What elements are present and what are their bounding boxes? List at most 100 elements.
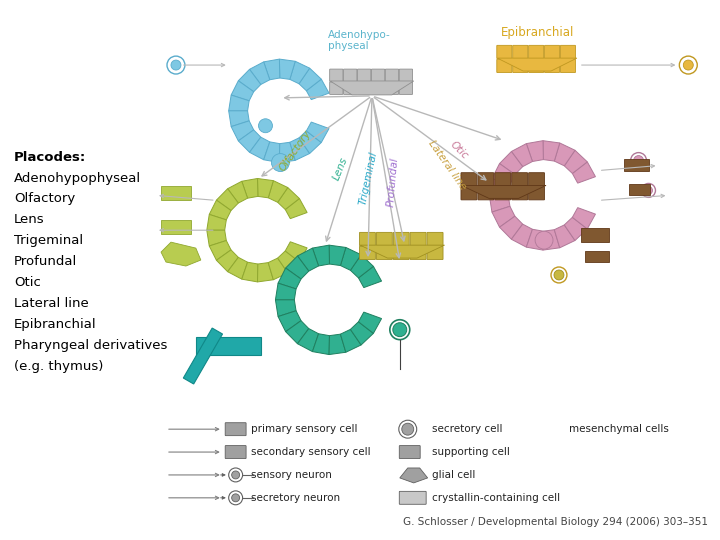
FancyBboxPatch shape [385,69,399,82]
Text: Olfactory: Olfactory [278,128,313,173]
FancyBboxPatch shape [461,173,477,186]
Circle shape [634,156,644,166]
Text: (e.g. thymus): (e.g. thymus) [14,360,103,373]
Polygon shape [312,334,330,355]
Text: sensory neuron: sensory neuron [251,470,331,480]
Polygon shape [279,142,295,163]
FancyBboxPatch shape [560,45,575,59]
Polygon shape [329,334,346,355]
FancyBboxPatch shape [585,251,608,262]
Circle shape [171,60,181,70]
FancyBboxPatch shape [330,69,343,82]
Polygon shape [526,141,544,161]
Circle shape [683,60,693,70]
Polygon shape [307,79,329,99]
Text: mesenchymal cells: mesenchymal cells [569,424,669,434]
Text: supporting cell: supporting cell [431,447,510,457]
FancyBboxPatch shape [400,82,413,94]
FancyBboxPatch shape [478,173,494,186]
FancyBboxPatch shape [528,45,544,59]
Text: Otic: Otic [14,276,40,289]
Polygon shape [228,258,248,279]
Circle shape [232,471,240,479]
Text: Trigeminal: Trigeminal [357,151,379,206]
Circle shape [393,323,407,336]
Polygon shape [572,162,595,183]
Circle shape [554,270,564,280]
Text: Lens: Lens [331,156,349,181]
FancyBboxPatch shape [400,69,413,82]
Polygon shape [290,138,310,160]
Text: Adenohypophyseal: Adenohypophyseal [14,172,141,185]
Polygon shape [312,245,330,266]
FancyBboxPatch shape [478,187,494,200]
Text: Trigeminal: Trigeminal [14,234,83,247]
Polygon shape [228,181,248,203]
FancyBboxPatch shape [624,159,649,171]
Polygon shape [299,68,321,91]
Polygon shape [264,142,280,163]
Polygon shape [210,200,231,220]
Circle shape [271,153,289,172]
Text: Placodes:: Placodes: [14,151,86,164]
Polygon shape [278,268,301,289]
Polygon shape [290,61,310,84]
Text: secretory neuron: secretory neuron [251,493,340,503]
Polygon shape [572,208,595,229]
Polygon shape [490,179,510,195]
Polygon shape [492,206,515,227]
Polygon shape [351,255,374,278]
FancyBboxPatch shape [393,232,409,246]
Polygon shape [329,245,346,266]
FancyBboxPatch shape [513,45,528,59]
FancyBboxPatch shape [528,173,544,186]
Polygon shape [242,262,258,282]
Text: secondary sensory cell: secondary sensory cell [251,447,370,457]
FancyBboxPatch shape [377,232,392,246]
Polygon shape [341,247,361,271]
Polygon shape [554,143,575,166]
Polygon shape [278,311,301,332]
FancyBboxPatch shape [343,69,357,82]
FancyBboxPatch shape [528,187,544,200]
Polygon shape [238,69,261,92]
FancyBboxPatch shape [400,446,420,458]
FancyBboxPatch shape [512,187,528,200]
Text: glial cell: glial cell [431,470,475,480]
Polygon shape [490,195,510,212]
Polygon shape [500,216,523,239]
FancyBboxPatch shape [581,228,608,242]
Polygon shape [307,122,329,143]
FancyBboxPatch shape [497,45,512,59]
FancyBboxPatch shape [184,328,222,384]
Text: G. Schlosser / Developmental Biology 294 (2006) 303–351: G. Schlosser / Developmental Biology 294… [403,517,708,526]
FancyBboxPatch shape [225,423,246,436]
Circle shape [644,186,652,194]
FancyBboxPatch shape [410,232,426,246]
Text: Lateral line: Lateral line [427,139,468,192]
Polygon shape [286,321,309,344]
Polygon shape [238,130,261,152]
Polygon shape [231,81,253,101]
Polygon shape [564,217,588,240]
FancyBboxPatch shape [544,59,559,72]
Text: Lens: Lens [14,213,45,226]
Polygon shape [341,329,361,352]
Polygon shape [207,214,226,230]
Polygon shape [278,187,300,210]
FancyBboxPatch shape [427,232,443,246]
Circle shape [402,423,414,435]
Polygon shape [299,131,321,153]
Text: Profundal: Profundal [14,255,77,268]
Polygon shape [543,141,559,161]
FancyBboxPatch shape [629,185,650,195]
Polygon shape [210,240,231,260]
Polygon shape [511,144,533,167]
Polygon shape [286,256,309,279]
Polygon shape [269,181,288,202]
Circle shape [232,494,240,502]
FancyBboxPatch shape [528,59,544,72]
Polygon shape [492,164,515,185]
FancyBboxPatch shape [372,82,384,94]
FancyBboxPatch shape [359,232,375,246]
